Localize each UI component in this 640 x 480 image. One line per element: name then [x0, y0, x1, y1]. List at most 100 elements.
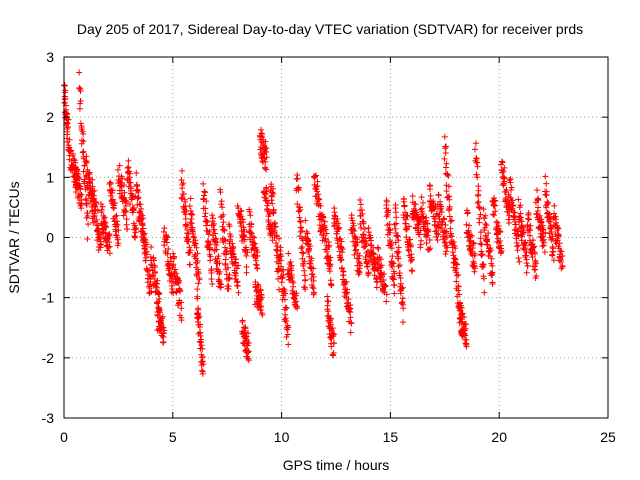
data-point	[263, 154, 270, 161]
data-point	[507, 175, 514, 182]
data-point	[525, 216, 532, 223]
data-point	[259, 311, 266, 318]
data-point	[148, 244, 155, 251]
data-point	[209, 280, 216, 287]
data-point	[540, 226, 547, 233]
data-point	[395, 249, 402, 256]
data-point	[513, 243, 520, 250]
data-point	[89, 207, 96, 214]
data-point	[157, 309, 164, 316]
data-point	[307, 243, 314, 250]
data-point	[445, 183, 452, 190]
data-point	[106, 232, 113, 239]
data-point	[452, 245, 459, 252]
data-point	[378, 262, 385, 269]
data-point	[497, 245, 504, 252]
data-point	[269, 189, 276, 196]
data-point	[154, 300, 161, 307]
data-point	[389, 275, 396, 282]
data-point	[282, 290, 289, 297]
data-point	[114, 234, 121, 241]
data-point	[91, 212, 98, 219]
data-point	[112, 213, 119, 220]
data-point	[472, 140, 479, 147]
data-point	[173, 270, 180, 277]
data-point	[427, 192, 434, 199]
data-point	[402, 220, 409, 227]
data-point	[234, 283, 241, 290]
data-point	[169, 286, 176, 293]
data-point	[156, 290, 163, 297]
data-point	[357, 201, 364, 208]
data-point	[105, 244, 112, 251]
data-point	[274, 247, 281, 254]
data-point	[256, 300, 263, 307]
data-point	[491, 212, 498, 219]
data-point	[293, 298, 300, 305]
data-point	[523, 269, 530, 276]
data-point	[555, 232, 562, 239]
data-point	[474, 200, 481, 207]
data-point	[270, 190, 277, 197]
data-point	[61, 82, 68, 89]
data-point	[132, 229, 139, 236]
data-point	[313, 183, 320, 190]
data-point	[196, 276, 203, 283]
data-point	[211, 220, 218, 227]
data-point	[488, 255, 495, 262]
data-point	[425, 227, 432, 234]
data-point	[221, 227, 228, 234]
data-point	[351, 228, 358, 235]
data-point	[115, 227, 122, 234]
data-point	[416, 231, 423, 238]
data-point	[241, 236, 248, 243]
data-point	[337, 243, 344, 250]
data-point	[443, 234, 450, 241]
data-point	[64, 131, 71, 138]
data-point	[65, 116, 72, 123]
data-point	[263, 166, 270, 173]
data-point	[463, 336, 470, 343]
data-point	[394, 233, 401, 240]
data-point	[108, 197, 115, 204]
data-point	[468, 248, 475, 255]
data-point	[497, 229, 504, 236]
data-point	[463, 221, 470, 228]
data-point	[395, 237, 402, 244]
data-point	[512, 221, 519, 228]
data-point	[542, 173, 549, 180]
data-point	[323, 230, 330, 237]
data-point	[403, 224, 410, 231]
x-tick-label: 10	[274, 429, 290, 445]
data-point	[77, 120, 84, 127]
data-point	[518, 218, 525, 225]
data-point	[170, 250, 177, 257]
data-point	[338, 256, 345, 263]
data-point	[284, 324, 291, 331]
data-point	[506, 212, 513, 219]
data-point	[558, 248, 565, 255]
data-point	[330, 340, 337, 347]
data-point	[328, 343, 335, 350]
data-point	[140, 225, 147, 232]
data-point	[283, 305, 290, 312]
data-point	[471, 252, 478, 259]
data-point	[509, 197, 516, 204]
data-point	[445, 172, 452, 179]
data-point	[453, 278, 460, 285]
data-point	[143, 241, 150, 248]
data-point	[391, 290, 398, 297]
data-point	[391, 282, 398, 289]
data-point	[221, 236, 228, 243]
data-point	[240, 224, 247, 231]
data-point	[91, 187, 98, 194]
data-point	[245, 357, 252, 364]
data-point	[305, 249, 312, 256]
data-point	[269, 200, 276, 207]
data-points	[61, 69, 566, 377]
data-point	[202, 210, 209, 217]
data-point	[137, 201, 144, 208]
data-point	[524, 221, 531, 228]
data-point	[150, 257, 157, 264]
data-point	[371, 272, 378, 279]
